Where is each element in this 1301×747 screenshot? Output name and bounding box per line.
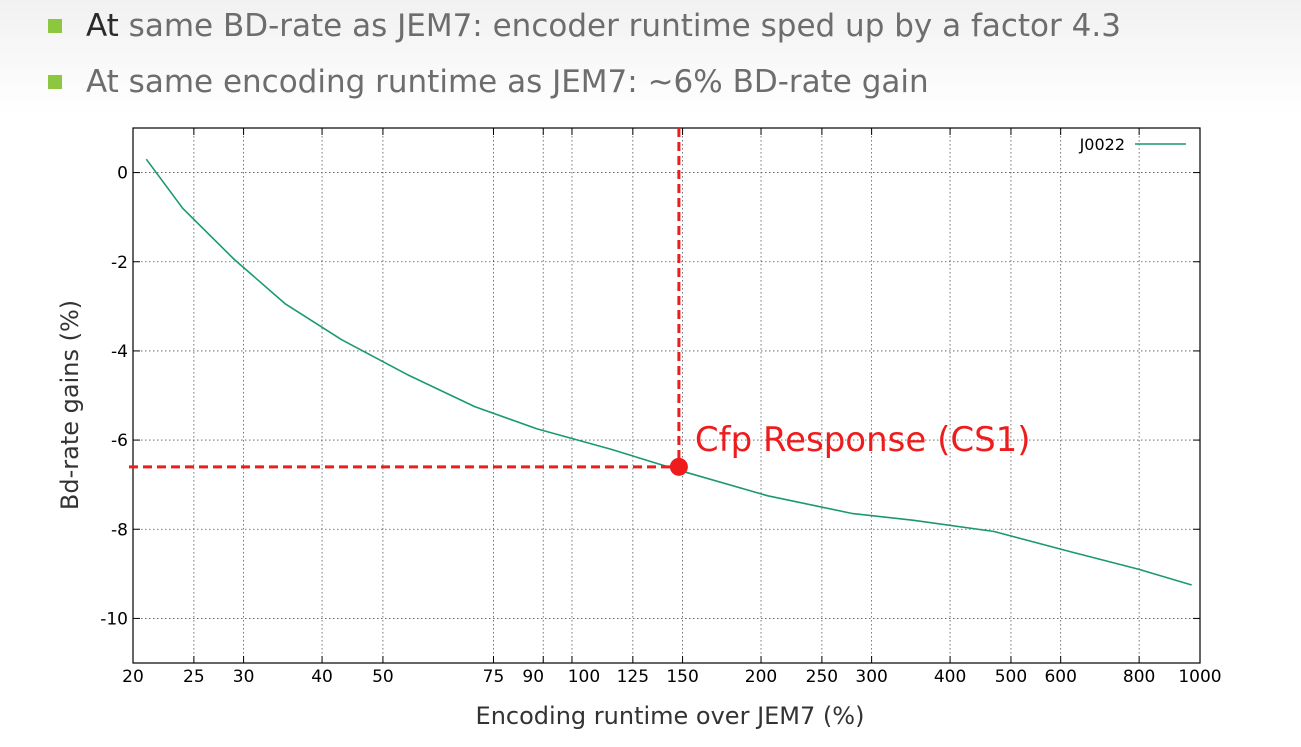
x-tick-label: 400 [934, 667, 966, 687]
x-tick-label: 1000 [1178, 667, 1221, 687]
series-layer [145, 158, 1192, 586]
x-tick-label: 250 [806, 667, 838, 687]
plot-frame [132, 127, 1201, 664]
legend-label-j0022: J0022 [1079, 135, 1125, 154]
y-tick-label: -10 [100, 609, 128, 629]
y-axis-label: Bd-rate gains (%) [56, 300, 84, 510]
x-tick-label: 40 [311, 667, 333, 687]
x-tick-label: 30 [233, 667, 255, 687]
x-tick-label: 20 [122, 667, 144, 687]
bullet-2: At same encoding runtime as JEM7: ~6% BD… [48, 62, 929, 102]
x-tick-label: 500 [995, 667, 1027, 687]
legend: J0022 [1079, 135, 1186, 154]
x-axis-label: Encoding runtime over JEM7 (%) [476, 702, 865, 730]
x-tick-label: 50 [372, 667, 394, 687]
ticks: 20 25 30 40 50 75 90 100 125 150 200 250 300 400 500 60… [100, 128, 1222, 687]
x-tick-label: 75 [483, 667, 505, 687]
series-line-j0022 [145, 158, 1192, 586]
x-tick-label: 600 [1044, 667, 1076, 687]
bullet-2-rest: At same encoding runtime as JEM7: ~6% BD… [86, 64, 929, 100]
x-tick-label: 90 [522, 667, 544, 687]
bullet-1: At same BD-rate as JEM7: encoder runtime… [48, 6, 1121, 46]
y-tick-label: -6 [111, 431, 128, 451]
bullet-1-text: At same BD-rate as JEM7: encoder runtime… [86, 8, 1121, 44]
grid [133, 128, 1200, 663]
x-tick-label: 200 [745, 667, 777, 687]
y-tick-label: 0 [117, 164, 128, 184]
y-tick-label: -2 [111, 253, 128, 273]
x-tick-label: 150 [666, 667, 698, 687]
bullet-marker [48, 75, 62, 89]
x-tick-label: 300 [855, 667, 887, 687]
x-tick-label: 25 [183, 667, 205, 687]
annotation-label: Cfp Response (CS1) [695, 420, 1031, 460]
y-tick-label: -4 [111, 342, 128, 362]
x-tick-label: 125 [617, 667, 649, 687]
bullet-2-text: At same encoding runtime as JEM7: ~6% BD… [86, 64, 929, 100]
x-tick-label: 100 [568, 667, 600, 687]
bullet-1-lead: At [86, 8, 119, 44]
x-tick-label: 800 [1123, 667, 1155, 687]
bullet-1-rest: same BD-rate as JEM7: encoder runtime sp… [118, 8, 1121, 44]
annotation-point [669, 457, 688, 476]
bullet-marker [48, 19, 62, 33]
annotation-layer: Cfp Response (CS1) [129, 128, 1031, 476]
y-tick-label: -8 [111, 520, 128, 540]
